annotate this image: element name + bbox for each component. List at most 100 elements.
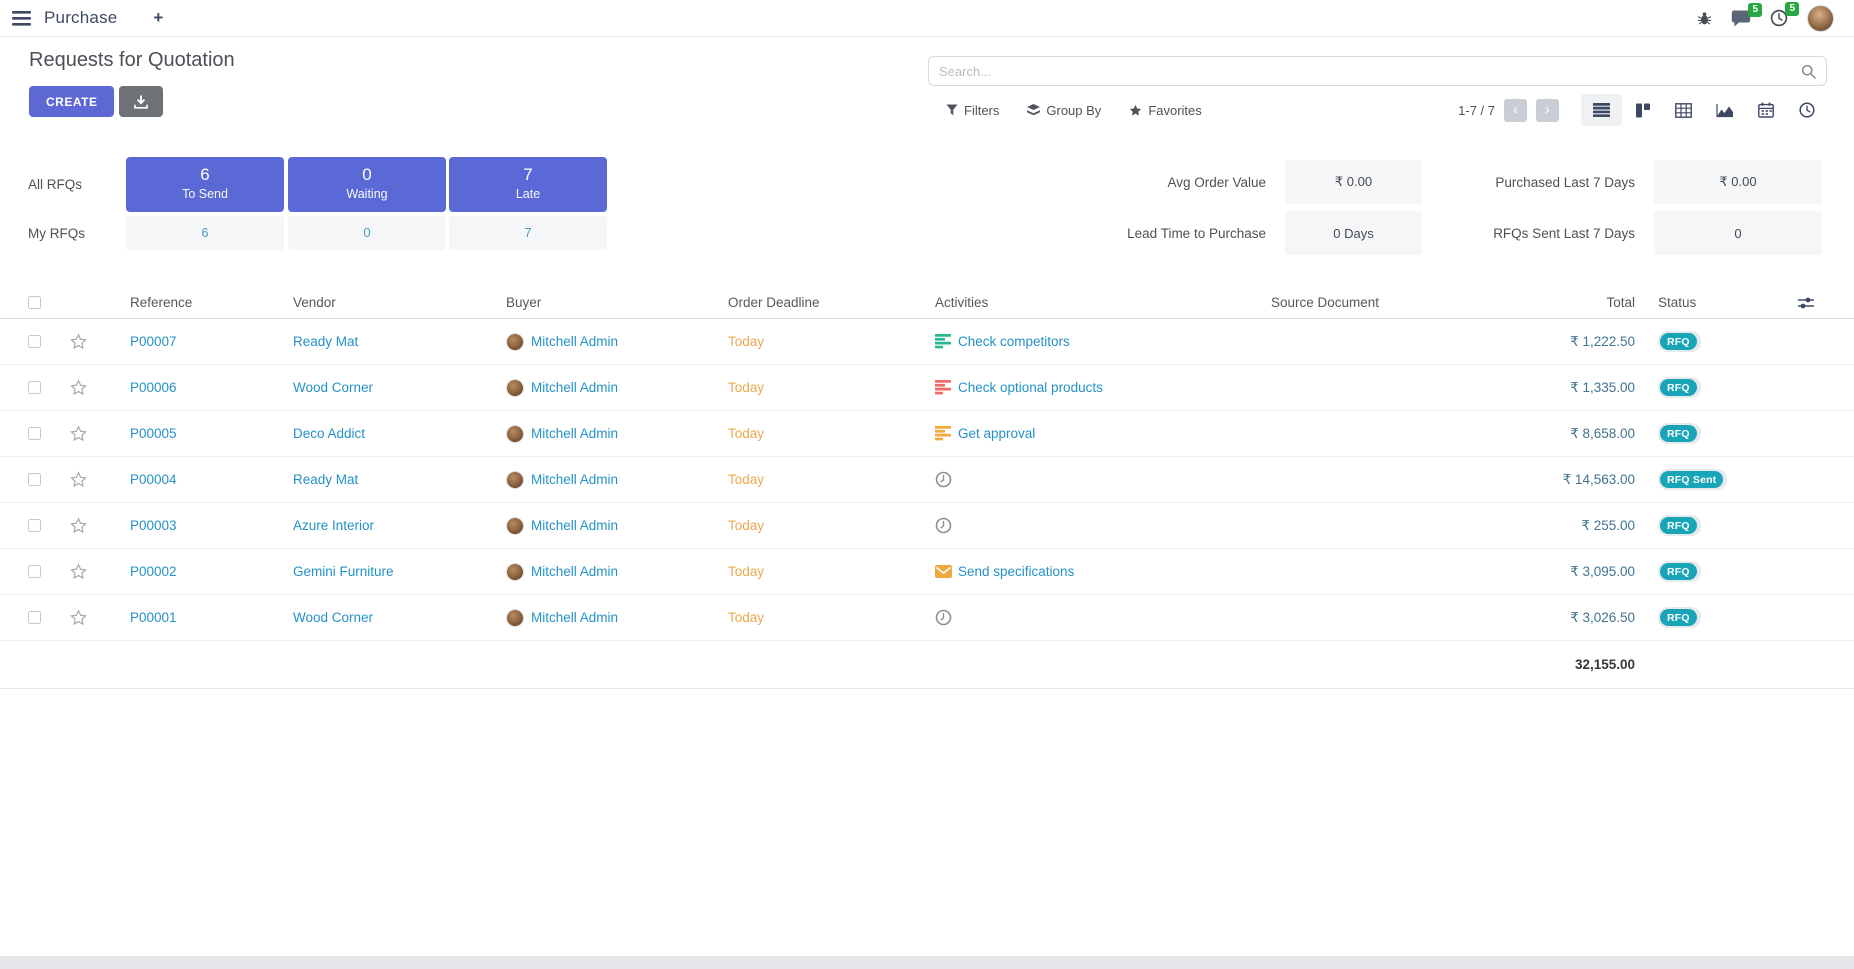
all-rfqs-filter[interactable]: All RFQs <box>28 177 82 192</box>
favorite-star-toggle[interactable] <box>58 333 130 350</box>
export-button[interactable] <box>119 86 164 117</box>
calendar-view-button[interactable] <box>1745 94 1786 126</box>
table-row[interactable]: P00002 Gemini Furniture Mitchell Admin T… <box>0 549 1854 595</box>
group-by-button[interactable]: Group By <box>1027 103 1101 118</box>
buyer-link[interactable]: Mitchell Admin <box>531 610 619 625</box>
favorite-star-toggle[interactable] <box>58 563 130 580</box>
pivot-view-button[interactable] <box>1663 94 1704 126</box>
favorite-star-toggle[interactable] <box>58 609 130 626</box>
pager-next-button[interactable]: › <box>1536 98 1559 122</box>
list-red-activity-icon[interactable] <box>935 380 952 395</box>
pager-previous-button[interactable]: ‹ <box>1504 98 1527 122</box>
buyer-link[interactable]: Mitchell Admin <box>531 426 619 441</box>
buyer-link[interactable]: Mitchell Admin <box>531 380 619 395</box>
status-badge: RFQ <box>1658 607 1701 628</box>
header-reference[interactable]: Reference <box>130 295 193 310</box>
table-row[interactable]: P00004 Ready Mat Mitchell Admin Today ₹ … <box>0 457 1854 503</box>
clock-activity-icon[interactable] <box>935 471 952 488</box>
rfq-reference-link[interactable]: P00002 <box>130 564 177 579</box>
header-activities[interactable]: Activities <box>935 295 989 310</box>
new-record-plus-icon[interactable]: + <box>153 8 164 27</box>
favorite-star-toggle[interactable] <box>58 425 130 442</box>
buyer-link[interactable]: Mitchell Admin <box>531 564 619 579</box>
order-deadline-value: Today <box>728 334 765 349</box>
filters-group: Filters Group By Favorites <box>928 103 1202 118</box>
header-total[interactable]: Total <box>1606 295 1635 310</box>
vendor-link[interactable]: Ready Mat <box>293 334 359 349</box>
table-row[interactable]: P00007 Ready Mat Mitchell Admin Today Ch… <box>0 319 1854 365</box>
favorite-star-toggle[interactable] <box>58 379 130 396</box>
activity-view-button[interactable] <box>1786 94 1827 126</box>
activity-label-link[interactable]: Check optional products <box>958 380 1103 395</box>
rfq-reference-link[interactable]: P00007 <box>130 334 177 349</box>
kpi-card-waiting[interactable]: 0 Waiting <box>288 157 446 212</box>
my-rfqs-filter[interactable]: My RFQs <box>28 226 85 241</box>
list-view-button[interactable] <box>1581 94 1622 126</box>
buyer-link[interactable]: Mitchell Admin <box>531 472 619 487</box>
row-select-checkbox[interactable] <box>0 427 58 440</box>
vendor-link[interactable]: Wood Corner <box>293 380 374 395</box>
search-bar[interactable] <box>928 56 1827 86</box>
kpi-card-to-send[interactable]: 6 To Send <box>126 157 284 212</box>
stat-value: 0 <box>1654 211 1822 255</box>
kanban-view-button[interactable] <box>1622 94 1663 126</box>
search-input[interactable] <box>939 63 1801 79</box>
vendor-link[interactable]: Wood Corner <box>293 610 374 625</box>
vendor-link[interactable]: Gemini Furniture <box>293 564 394 579</box>
rfq-reference-link[interactable]: P00001 <box>130 610 177 625</box>
search-icon[interactable] <box>1801 64 1816 79</box>
row-select-checkbox[interactable] <box>0 611 58 624</box>
apps-menu-icon[interactable] <box>12 10 31 26</box>
row-select-checkbox[interactable] <box>0 381 58 394</box>
favorite-star-toggle[interactable] <box>58 471 130 488</box>
buyer-link[interactable]: Mitchell Admin <box>531 518 619 533</box>
header-vendor[interactable]: Vendor <box>293 295 336 310</box>
vendor-link[interactable]: Ready Mat <box>293 472 359 487</box>
activity-label-link[interactable]: Send specifications <box>958 564 1075 579</box>
favorite-star-toggle[interactable] <box>58 517 130 534</box>
create-button[interactable]: CREATE <box>29 86 115 117</box>
my-to-send-count[interactable]: 6 <box>126 216 284 250</box>
my-late-count[interactable]: 7 <box>449 216 607 250</box>
user-avatar[interactable] <box>1807 4 1834 32</box>
activity-label-link[interactable]: Get approval <box>958 426 1036 441</box>
optional-columns-button[interactable] <box>1793 296 1854 310</box>
activities-clock-icon[interactable]: 5 <box>1770 2 1799 27</box>
vendor-link[interactable]: Deco Addict <box>293 426 366 441</box>
graph-view-button[interactable] <box>1704 94 1745 126</box>
row-select-checkbox[interactable] <box>0 519 58 532</box>
header-status[interactable]: Status <box>1658 295 1697 310</box>
list-yellow-activity-icon[interactable] <box>935 426 952 441</box>
table-row[interactable]: P00001 Wood Corner Mitchell Admin Today … <box>0 595 1854 641</box>
app-title[interactable]: Purchase <box>44 8 118 27</box>
envelope-activity-icon[interactable] <box>935 565 952 578</box>
buyer-link[interactable]: Mitchell Admin <box>531 334 619 349</box>
rfq-reference-link[interactable]: P00006 <box>130 380 177 395</box>
rfq-reference-link[interactable]: P00003 <box>130 518 177 533</box>
list-green-activity-icon[interactable] <box>935 334 952 349</box>
table-row[interactable]: P00006 Wood Corner Mitchell Admin Today … <box>0 365 1854 411</box>
header-source-document[interactable]: Source Document <box>1271 295 1380 310</box>
debug-bug-icon[interactable] <box>1697 11 1712 26</box>
row-select-checkbox[interactable] <box>0 565 58 578</box>
table-row[interactable]: P00005 Deco Addict Mitchell Admin Today … <box>0 411 1854 457</box>
rfq-reference-link[interactable]: P00004 <box>130 472 177 487</box>
filters-button[interactable]: Filters <box>946 103 999 118</box>
favorites-button[interactable]: Favorites <box>1129 103 1202 118</box>
table-row[interactable]: P00003 Azure Interior Mitchell Admin Tod… <box>0 503 1854 549</box>
kpi-label: To Send <box>182 187 228 201</box>
header-order-deadline[interactable]: Order Deadline <box>728 295 820 310</box>
rfq-reference-link[interactable]: P00005 <box>130 426 177 441</box>
activity-label-link[interactable]: Check competitors <box>958 334 1070 349</box>
kpi-card-late[interactable]: 7 Late <box>449 157 607 212</box>
header-buyer[interactable]: Buyer <box>506 295 542 310</box>
my-waiting-count[interactable]: 0 <box>288 216 446 250</box>
star-outline-icon <box>70 517 87 534</box>
messages-icon[interactable]: 5 <box>1731 2 1762 27</box>
select-all-checkbox[interactable] <box>0 296 58 309</box>
clock-activity-icon[interactable] <box>935 609 952 626</box>
clock-activity-icon[interactable] <box>935 517 952 534</box>
row-select-checkbox[interactable] <box>0 335 58 348</box>
row-select-checkbox[interactable] <box>0 473 58 486</box>
vendor-link[interactable]: Azure Interior <box>293 518 375 533</box>
